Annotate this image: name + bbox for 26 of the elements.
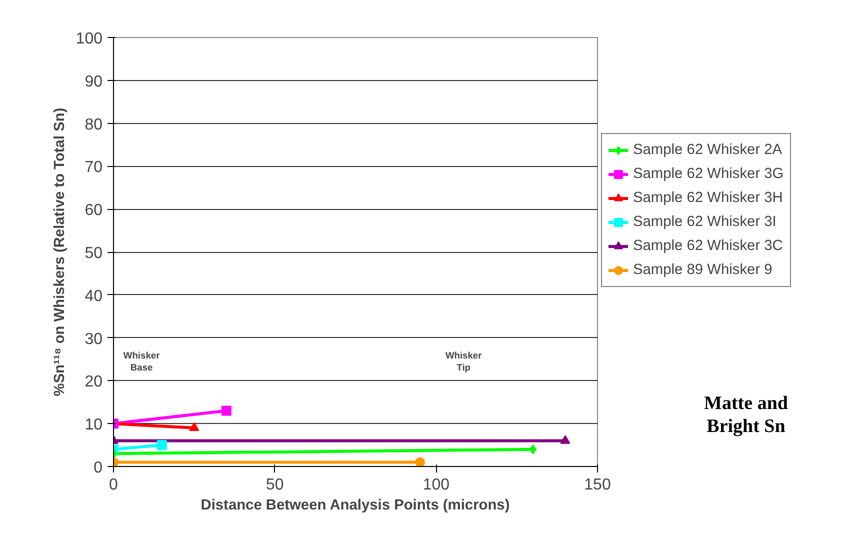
legend-label: Sample 62 Whisker 3C [633,238,783,254]
y-tick-label: 80 [84,116,103,134]
y-tick-label: 60 [84,202,103,220]
legend-label: Sample 62 Whisker 2A [633,142,782,158]
y-tick-label: 50 [84,245,103,262]
y-tick-label: 30 [84,330,103,348]
y-axis-title: %Sn¹¹⁸ on Whiskers (Relative to Total Sn) [52,108,68,396]
y-tick-label: 70 [84,159,103,176]
y-tick-label: 10 [84,416,103,434]
y-tick-label: 90 [84,73,103,90]
x-axis-title: Distance Between Analysis Points (microns) [200,498,510,514]
annotation: Whisker Tip [445,350,482,373]
x-tick-label: 0 [109,476,118,494]
legend-label: Sample 62 Whisker 3I [633,214,776,230]
y-tick-label: 0 [94,460,103,476]
y-tick-label: 40 [84,288,103,305]
annotation: Whisker Base [123,350,160,373]
y-tick-label: 20 [84,374,103,391]
x-tick-label: 50 [266,476,284,494]
legend-label: Sample 62 Whisker 3H [633,190,783,206]
y-tick-label: 100 [76,30,103,48]
legend-label: Sample 62 Whisker 3G [633,166,784,182]
text: Matte and Bright Sn [704,393,788,439]
legend-label: Sample 89 Whisker 9 [633,262,772,278]
x-tick-label: 100 [422,476,450,494]
x-tick-label: 150 [584,476,611,494]
